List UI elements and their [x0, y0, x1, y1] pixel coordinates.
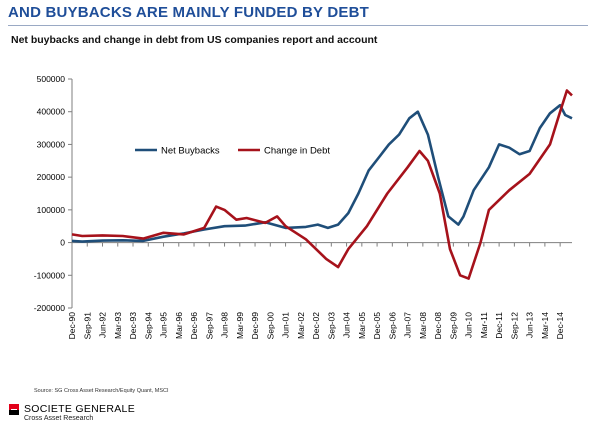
legend-label: Net Buybacks — [161, 146, 220, 157]
x-tick-label: Sep-12 — [509, 312, 519, 340]
x-tick-label: Dec-14 — [555, 312, 565, 340]
x-tick-label: Mar-05 — [357, 312, 367, 339]
x-tick-label: Sep-94 — [143, 312, 153, 340]
x-tick-label: Jun-01 — [281, 312, 291, 338]
line-chart: -200000 -100000 0 100000 200000 300000 400000 5… — [34, 74, 573, 340]
title-divider — [8, 25, 588, 26]
x-tick-label: Mar-11 — [479, 312, 489, 339]
y-tick-label: 0 — [60, 238, 65, 248]
page-title: AND BUYBACKS ARE MAINLY FUNDED BY DEBT — [8, 4, 369, 21]
brand-subtitle: Cross Asset Research — [24, 415, 94, 422]
x-tick-label: Jun-07 — [403, 312, 413, 338]
x-tick-label: Mar-99 — [235, 312, 245, 339]
x-tick-label: Jun-04 — [342, 312, 352, 338]
x-tick-label: Jun-92 — [98, 312, 108, 338]
x-tick-label: Sep-00 — [265, 312, 275, 340]
y-tick-label: 300000 — [37, 139, 66, 149]
y-tick-label: -200000 — [34, 303, 65, 313]
x-tick-label: Mar-14 — [540, 312, 550, 339]
x-tick-label: Sep-97 — [204, 312, 214, 340]
x-tick-label: Jun-13 — [525, 312, 535, 338]
y-tick-label: 100000 — [37, 205, 66, 215]
x-tick-label: Jun-98 — [220, 312, 230, 338]
x-tick-label: Sep-03 — [326, 312, 336, 340]
x-tick-label: Dec-90 — [67, 312, 77, 340]
chart-subtitle: Net buybacks and change in debt from US … — [11, 34, 378, 46]
y-tick-label: -100000 — [34, 270, 65, 280]
x-tick-label: Dec-93 — [128, 312, 138, 340]
brand-name: SOCIETE GENERALE — [24, 403, 135, 415]
x-tick-label: Jun-95 — [159, 312, 169, 338]
x-tick-label: Dec-02 — [311, 312, 321, 340]
x-tick-label: Mar-93 — [113, 312, 123, 339]
y-tick-label: 500000 — [37, 74, 66, 84]
legend-label: Change in Debt — [264, 146, 330, 157]
x-tick-label: Mar-02 — [296, 312, 306, 339]
x-tick-label: Dec-08 — [433, 312, 443, 340]
societe-generale-logo-icon — [9, 404, 19, 415]
x-tick-label: Dec-11 — [494, 312, 504, 339]
series-line-net-buybacks — [71, 103, 573, 243]
x-tick-label: Dec-05 — [372, 312, 382, 340]
x-tick-label: Jun-10 — [464, 312, 474, 338]
x-tick-label: Mar-96 — [174, 312, 184, 339]
y-tick-label: 400000 — [37, 107, 66, 117]
y-tick-label: 200000 — [37, 172, 66, 182]
x-tick-label: Dec-99 — [250, 312, 260, 340]
x-tick-label: Dec-96 — [189, 312, 199, 340]
x-tick-label: Sep-09 — [448, 312, 458, 340]
x-tick-label: Sep-91 — [82, 312, 92, 340]
source-note: Source: SG Cross Asset Research/Equity Q… — [34, 388, 169, 394]
series-line-change-in-debt — [71, 89, 573, 280]
x-tick-label: Sep-06 — [387, 312, 397, 340]
x-tick-label: Mar-08 — [418, 312, 428, 339]
